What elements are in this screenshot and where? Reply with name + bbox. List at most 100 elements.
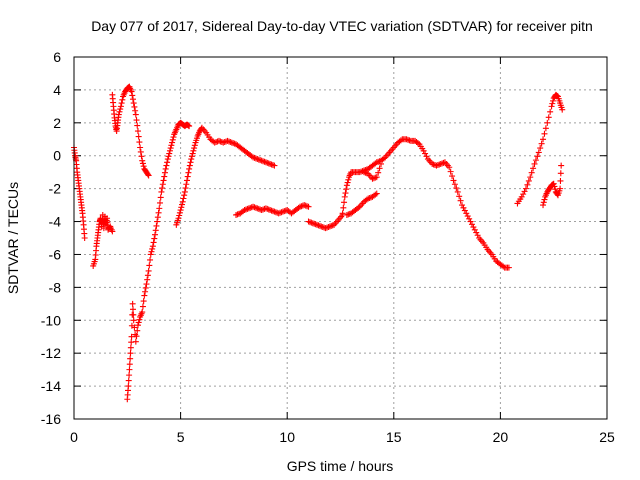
data-point xyxy=(127,350,134,357)
data-point xyxy=(164,159,171,166)
data-point xyxy=(378,160,385,167)
data-point xyxy=(474,232,481,239)
data-point xyxy=(145,267,152,274)
data-point xyxy=(132,338,139,345)
x-tick-label: 10 xyxy=(279,429,295,445)
data-point xyxy=(422,150,429,157)
data-point xyxy=(137,148,144,155)
data-point xyxy=(541,196,548,203)
y-tick-label: -16 xyxy=(41,411,61,427)
data-point xyxy=(134,327,141,334)
data-point xyxy=(534,153,541,160)
data-point xyxy=(538,140,545,147)
y-tick-label: -12 xyxy=(41,345,61,361)
data-point xyxy=(147,251,154,258)
data-point xyxy=(131,103,138,110)
data-point xyxy=(142,284,149,291)
data-point xyxy=(188,153,195,160)
data-point xyxy=(547,108,554,115)
data-point xyxy=(130,317,137,324)
data-point xyxy=(140,163,147,170)
data-point xyxy=(109,228,116,235)
data-point xyxy=(132,111,139,118)
series-seg2 xyxy=(90,211,116,269)
data-point xyxy=(524,181,531,188)
x-tick-labels: 0 5 10 15 20 25 xyxy=(70,429,615,445)
data-point xyxy=(181,188,188,195)
data-point xyxy=(470,224,477,231)
data-point xyxy=(548,103,555,110)
y-tick-label: -4 xyxy=(49,214,62,230)
data-point xyxy=(177,207,184,214)
data-points xyxy=(71,83,566,403)
data-point xyxy=(423,153,430,160)
data-point xyxy=(456,193,463,200)
data-point xyxy=(130,311,137,318)
data-point xyxy=(126,361,133,368)
data-point xyxy=(140,298,147,305)
data-point xyxy=(141,292,148,299)
data-point xyxy=(186,165,193,172)
y-tick-label: -10 xyxy=(41,312,61,328)
data-point xyxy=(153,222,160,229)
data-point xyxy=(540,202,547,209)
data-point xyxy=(540,136,547,143)
data-point xyxy=(129,306,136,313)
y-tick-label: -8 xyxy=(49,279,62,295)
data-point xyxy=(169,136,176,143)
data-point xyxy=(544,119,551,126)
data-point xyxy=(131,324,138,331)
x-tick-label: 5 xyxy=(177,429,185,445)
series-seg6 xyxy=(233,202,312,218)
data-point xyxy=(115,111,122,118)
series-seg1 xyxy=(71,144,88,241)
data-point xyxy=(164,156,171,163)
data-point xyxy=(457,197,464,204)
data-point xyxy=(152,231,159,238)
data-point xyxy=(139,160,146,167)
data-point xyxy=(125,383,132,390)
data-point xyxy=(188,156,195,163)
data-point xyxy=(175,215,182,222)
data-point xyxy=(471,226,478,233)
data-point xyxy=(117,106,124,113)
x-tick-label: 15 xyxy=(386,429,402,445)
data-point xyxy=(186,162,193,169)
data-point xyxy=(540,199,547,206)
data-point xyxy=(146,262,153,269)
data-point xyxy=(355,204,362,211)
data-point xyxy=(414,140,421,147)
data-point xyxy=(446,164,453,171)
data-point xyxy=(163,162,170,169)
data-point xyxy=(528,169,535,176)
data-point xyxy=(372,191,379,198)
y-axis-title: SDTVAR / TECUs xyxy=(5,182,21,294)
data-point xyxy=(525,177,532,184)
data-point xyxy=(136,316,143,323)
data-point xyxy=(530,165,537,172)
data-point xyxy=(500,263,507,270)
data-point xyxy=(467,218,474,225)
data-point xyxy=(180,195,187,202)
series-seg5 xyxy=(173,124,278,228)
data-point xyxy=(466,215,473,222)
data-point xyxy=(129,92,136,99)
data-point xyxy=(127,344,134,351)
data-point xyxy=(157,194,164,201)
data-point xyxy=(447,168,454,175)
data-point xyxy=(559,106,566,113)
data-point xyxy=(343,186,350,193)
data-point xyxy=(138,153,145,160)
data-point xyxy=(520,191,527,198)
data-point xyxy=(190,147,197,154)
data-point xyxy=(170,134,177,141)
data-point xyxy=(119,96,126,103)
data-point xyxy=(134,128,141,135)
data-point xyxy=(169,139,176,146)
data-point xyxy=(178,204,185,211)
data-point xyxy=(551,183,558,190)
series-seg3 xyxy=(109,83,152,179)
data-point xyxy=(127,355,134,362)
data-point xyxy=(149,243,156,250)
data-point xyxy=(463,210,470,217)
